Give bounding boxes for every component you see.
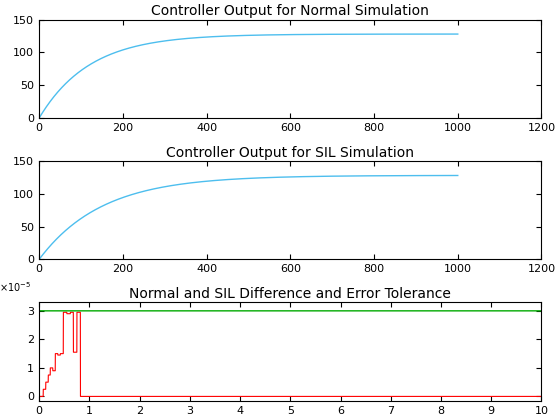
- Text: $\times10^{-5}$: $\times10^{-5}$: [0, 281, 31, 294]
- Title: Controller Output for SIL Simulation: Controller Output for SIL Simulation: [166, 146, 414, 160]
- Title: Normal and SIL Difference and Error Tolerance: Normal and SIL Difference and Error Tole…: [129, 287, 451, 301]
- Title: Controller Output for Normal Simulation: Controller Output for Normal Simulation: [151, 5, 430, 18]
